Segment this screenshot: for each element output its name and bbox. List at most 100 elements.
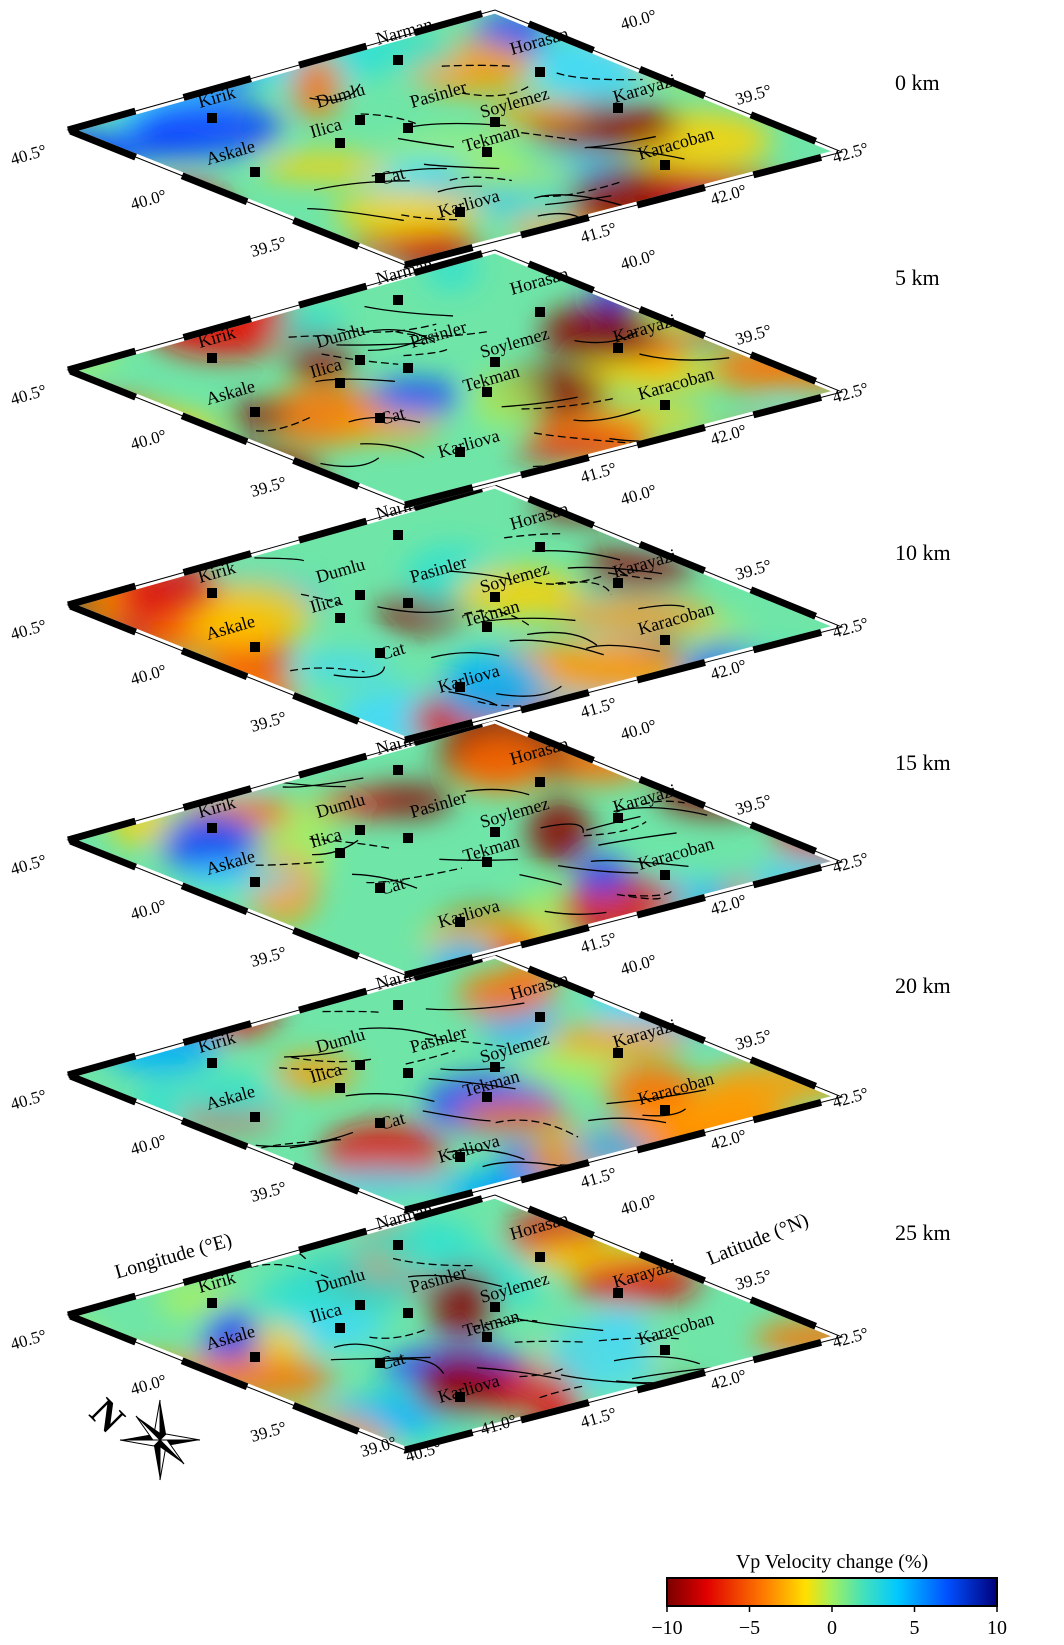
tick-label: 40.5°: [8, 141, 48, 169]
colorbar: [667, 1578, 997, 1606]
anomaly: [23, 332, 120, 371]
anomaly: [674, 207, 727, 270]
tick-label: 42.5°: [830, 614, 870, 642]
tick-label: 39.5°: [733, 791, 773, 819]
tick-label: 41.5°: [578, 1164, 618, 1192]
tick-label: 39.5°: [733, 556, 773, 584]
city-marker: [335, 378, 345, 388]
anomaly: [706, 1383, 854, 1451]
city-marker: [250, 167, 260, 177]
city-marker: [250, 1112, 260, 1122]
compass-label: N: [81, 1389, 133, 1441]
anomaly: [455, 1100, 568, 1132]
tick-label: 42.5°: [830, 1324, 870, 1352]
city-marker: [393, 295, 403, 305]
tick-label: 40.5°: [8, 381, 48, 409]
anomalies: [10, 4, 883, 277]
tick-label: 40.5°: [8, 1086, 48, 1114]
depth-slice: NarmanHorasanKirikDumluPasinlerSoylemezK…: [6, 243, 871, 529]
anomaly: [23, 653, 117, 686]
axis-label: Latitude (°N): [704, 1209, 812, 1270]
depth-slice: NarmanHorasanKirikDumluPasinlerSoylemezK…: [8, 698, 903, 988]
anomaly: [89, 4, 247, 64]
tick-label: 42.5°: [830, 849, 870, 877]
anomaly: [693, 501, 793, 543]
city-marker: [335, 1323, 345, 1333]
anomaly: [67, 1004, 139, 1029]
anomaly: [140, 705, 235, 754]
colorbar-ticks: −10−50510: [651, 1606, 1007, 1639]
city-marker: [355, 355, 365, 365]
city-marker: [660, 1345, 670, 1355]
city-marker: [393, 530, 403, 540]
tick-label: 39.5°: [733, 81, 773, 109]
city-marker: [535, 542, 545, 552]
tick-label: 42.5°: [830, 1084, 870, 1112]
depth-label: 20 km: [895, 973, 951, 998]
city-marker: [250, 642, 260, 652]
figure: NarmanHorasanKirikDumluPasinlerSoylemezK…: [0, 0, 1064, 1640]
city-marker: [250, 877, 260, 887]
city-marker: [207, 353, 217, 363]
anomaly: [744, 413, 824, 477]
anomaly: [126, 982, 280, 1041]
colorbar-tick-label: 5: [910, 1617, 920, 1639]
tick-label: 42.5°: [830, 139, 870, 167]
tick-label: 40.0°: [128, 186, 168, 214]
city-marker: [403, 598, 413, 608]
city-marker: [403, 1068, 413, 1078]
depth-label: 5 km: [895, 265, 940, 290]
anomaly: [692, 214, 751, 255]
anomaly: [131, 750, 273, 791]
anomaly: [743, 888, 896, 924]
tick-label: 40.0°: [128, 1371, 168, 1399]
city-marker: [207, 1298, 217, 1308]
tick-label: 39.5°: [248, 943, 288, 971]
colorbar-tick-label: −10: [651, 1617, 682, 1639]
anomaly: [82, 943, 142, 998]
anomaly: [667, 457, 823, 523]
anomaly: [795, 296, 847, 323]
tick-label: 40.0°: [618, 1191, 658, 1219]
anomaly: [651, 1383, 713, 1448]
anomaly: [106, 920, 230, 980]
tick-label: 39.5°: [248, 473, 288, 501]
city-marker: [535, 67, 545, 77]
city-marker: [335, 138, 345, 148]
anomaly: [6, 461, 149, 528]
city-marker: [207, 588, 217, 598]
anomaly: [72, 722, 202, 780]
city-marker: [355, 1060, 365, 1070]
anomaly: [627, 503, 777, 547]
city-marker: [355, 825, 365, 835]
tick-label: 40.0°: [618, 246, 658, 274]
velocity-field: [10, 4, 883, 277]
city-marker: [403, 833, 413, 843]
tick-label: 39.5°: [248, 233, 288, 261]
city-marker: [335, 1083, 345, 1093]
tick-label: 40.0°: [618, 716, 658, 744]
tick-label: 40.0°: [128, 896, 168, 924]
tick-label: 41.5°: [578, 459, 618, 487]
tick-label: 39.5°: [248, 1178, 288, 1206]
colorbar-tick-label: −5: [739, 1617, 760, 1639]
city-marker: [403, 123, 413, 133]
anomaly: [80, 461, 238, 526]
city-marker: [535, 307, 545, 317]
tick-label: 40.0°: [618, 951, 658, 979]
anomaly: [748, 1373, 812, 1423]
city-marker: [660, 160, 670, 170]
anomaly: [74, 943, 153, 1014]
anomaly: [24, 274, 144, 339]
depth-label: 15 km: [895, 750, 951, 775]
tick-label: 39.5°: [248, 1418, 288, 1446]
city-marker: [535, 1252, 545, 1262]
colorbar-tick-label: 10: [987, 1617, 1007, 1639]
city-marker: [355, 590, 365, 600]
tick-label: 40.0°: [618, 6, 658, 34]
anomaly: [184, 251, 251, 313]
compass-rose: [120, 1400, 200, 1480]
depth-slice: NarmanHorasanKirikDumluPasinlerSoylemezK…: [8, 4, 882, 277]
anomaly: [123, 241, 252, 278]
